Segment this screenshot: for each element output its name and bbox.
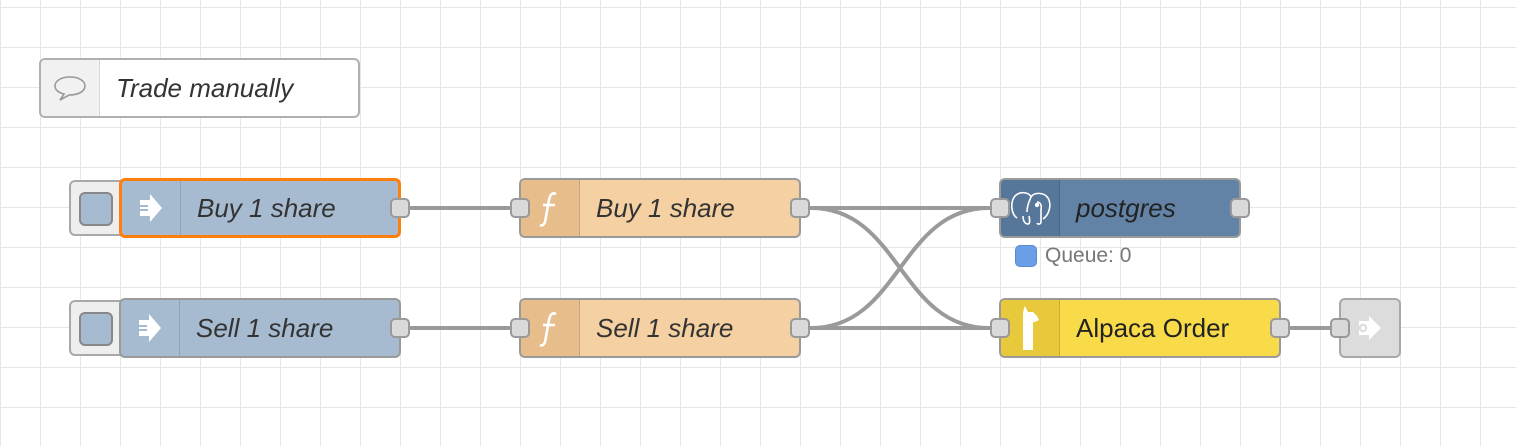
inject-arrow-icon <box>122 181 181 235</box>
input-port[interactable] <box>990 198 1010 218</box>
function-node-buy[interactable]: Buy 1 share <box>510 178 810 238</box>
alpaca-order-label: Alpaca Order <box>1076 312 1230 343</box>
postgres-label: postgres <box>1076 192 1176 223</box>
inject-sell-label: Sell 1 share <box>196 312 334 343</box>
link-out-node[interactable] <box>1330 298 1401 358</box>
inject-buy-label: Buy 1 share <box>197 192 336 223</box>
status-dot-icon <box>1015 245 1037 267</box>
function-buy-label: Buy 1 share <box>596 192 735 223</box>
output-port[interactable] <box>390 318 410 338</box>
alpaca-order-node[interactable]: Alpaca Order <box>990 298 1290 358</box>
function-sell-label: Sell 1 share <box>596 312 734 343</box>
function-node-sell[interactable]: Sell 1 share <box>510 298 810 358</box>
output-port[interactable] <box>790 198 810 218</box>
output-port[interactable] <box>790 318 810 338</box>
comment-node[interactable]: Trade manually <box>39 58 360 118</box>
comment-label: Trade manually <box>116 72 294 103</box>
output-port[interactable] <box>1270 318 1290 338</box>
postgres-status-text: Queue: 0 <box>1045 244 1132 267</box>
function-icon <box>521 300 580 356</box>
output-port[interactable] <box>390 198 410 218</box>
link-out-icon <box>1341 300 1401 356</box>
input-port[interactable] <box>1330 318 1350 338</box>
alpaca-icon <box>1001 300 1060 356</box>
input-port[interactable] <box>510 318 530 338</box>
function-icon <box>521 180 580 236</box>
postgres-status: Queue: 0 <box>1015 244 1131 268</box>
input-port[interactable] <box>510 198 530 218</box>
comment-icon <box>41 60 100 116</box>
input-port[interactable] <box>990 318 1010 338</box>
trigger-square-icon <box>79 192 113 226</box>
trigger-square-icon <box>79 312 113 346</box>
inject-node-buy[interactable]: Buy 1 share <box>119 178 410 238</box>
elephant-icon <box>1001 180 1060 236</box>
postgres-node[interactable]: postgres <box>990 178 1250 238</box>
output-port[interactable] <box>1230 198 1250 218</box>
inject-arrow-icon <box>121 300 180 356</box>
inject-node-sell[interactable]: Sell 1 share <box>119 298 410 358</box>
wire-function-sell-to-postgres[interactable] <box>809 206 991 330</box>
